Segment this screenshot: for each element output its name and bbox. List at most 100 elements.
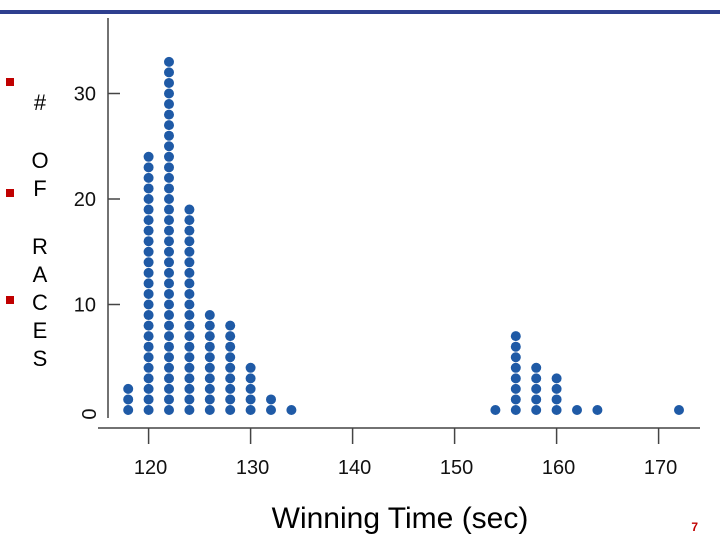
data-dot: [184, 405, 195, 415]
data-dot: [123, 394, 134, 405]
data-dot: [204, 405, 215, 415]
data-dot: [225, 394, 236, 405]
data-dot: [245, 394, 256, 405]
data-dot: [143, 236, 154, 247]
data-dot: [143, 172, 154, 183]
x-axis-label: Winning Time (sec): [272, 502, 529, 535]
data-dot: [184, 246, 195, 257]
data-dot: [123, 405, 134, 415]
data-dot: [143, 204, 154, 215]
data-dot: [143, 341, 154, 352]
data-dot: [184, 383, 195, 394]
data-dot: [510, 352, 521, 363]
data-dot: [143, 310, 154, 321]
data-dot: [164, 109, 174, 120]
data-dot: [164, 99, 174, 110]
data-dot: [225, 341, 236, 352]
data-dot: [164, 278, 174, 289]
data-dot: [164, 288, 174, 299]
x-tick-label: 120: [134, 457, 167, 479]
data-dot: [164, 331, 174, 342]
data-dot: [164, 204, 174, 215]
data-dot: [164, 130, 174, 141]
data-dot: [184, 352, 195, 363]
data-dot: [184, 310, 195, 321]
data-dot: [184, 288, 195, 299]
data-dot: [143, 394, 154, 405]
data-dot: [143, 267, 154, 278]
x-tick-label: 160: [542, 457, 575, 479]
data-dot: [143, 215, 154, 226]
data-dot: [531, 362, 542, 373]
data-dot: [245, 362, 256, 373]
data-dot: [143, 299, 154, 310]
y-axis-label-char: E: [32, 318, 48, 343]
y-tick-label: 20: [74, 189, 96, 211]
data-dot: [164, 162, 174, 173]
y-axis-label-char: S: [32, 346, 48, 371]
data-dot: [510, 405, 521, 415]
data-dot: [164, 383, 174, 394]
data-dot: [551, 373, 562, 384]
data-dot: [143, 246, 154, 257]
y-axis-label-char: #: [33, 90, 47, 115]
data-dot: [225, 320, 236, 331]
data-dot: [184, 215, 195, 226]
data-dot: [143, 320, 154, 331]
data-dot: [184, 278, 195, 289]
data-dot: [204, 352, 215, 363]
data-dot: [164, 194, 174, 204]
data-dot: [143, 162, 154, 173]
data-dot: [164, 257, 174, 268]
data-dot: [164, 246, 174, 257]
data-dot: [164, 56, 174, 67]
data-dot: [164, 172, 174, 183]
data-dot: [510, 373, 521, 384]
data-dot: [204, 310, 215, 321]
data-dot: [551, 394, 562, 405]
data-dot: [531, 405, 542, 415]
data-dot: [143, 194, 154, 204]
data-dot: [184, 362, 195, 373]
y-axis-label-char: F: [33, 176, 47, 201]
data-dot: [164, 67, 174, 78]
data-dot: [490, 405, 501, 415]
data-dot: [184, 257, 195, 268]
data-dot: [245, 405, 256, 415]
data-dot: [204, 362, 215, 373]
x-tick-label: 150: [440, 457, 473, 479]
data-dot: [184, 267, 195, 278]
data-dot: [184, 204, 195, 215]
x-tick-label: 140: [338, 457, 371, 479]
y-axis-label-char: A: [32, 262, 48, 287]
data-dot: [143, 183, 154, 194]
slide-top-rule: [0, 0, 720, 14]
data-dot: [164, 352, 174, 363]
data-dot: [225, 373, 236, 384]
data-dot: [510, 362, 521, 373]
data-dot: [143, 278, 154, 289]
x-tick-label: 130: [236, 457, 269, 479]
data-dot: [164, 373, 174, 384]
data-dot: [266, 394, 276, 405]
data-dot: [204, 373, 215, 384]
bullet-marker: [6, 78, 14, 86]
data-dot: [551, 405, 562, 415]
data-dot: [143, 405, 154, 415]
data-dot: [204, 394, 215, 405]
data-dot: [164, 362, 174, 373]
data-dot: [143, 151, 154, 162]
data-dot: [204, 320, 215, 331]
data-dot: [164, 236, 174, 247]
data-dot: [245, 373, 256, 384]
data-dot: [164, 141, 174, 152]
data-dot: [143, 352, 154, 363]
data-dot: [510, 331, 521, 342]
data-dot: [510, 341, 521, 352]
data-dot: [204, 331, 215, 342]
data-dot: [531, 394, 542, 405]
data-dot: [184, 236, 195, 247]
y-axis-label-char: O: [31, 148, 49, 173]
y-tick-label: 30: [74, 84, 96, 106]
data-dot: [184, 373, 195, 384]
